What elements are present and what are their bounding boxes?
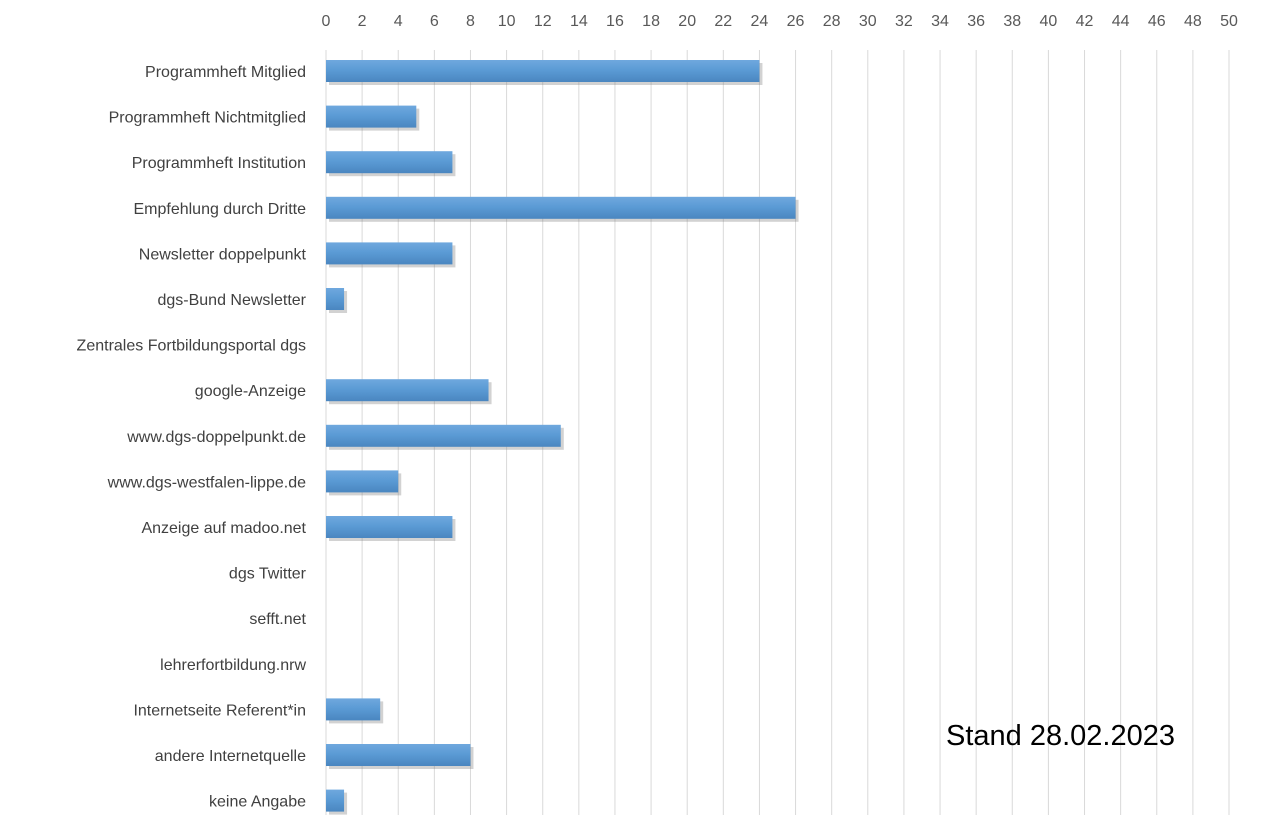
category-label: Empfehlung durch Dritte: [133, 201, 306, 218]
category-labels: Programmheft Mitglied Programmheft Nichtm…: [77, 64, 307, 811]
x-tick-label: 46: [1148, 13, 1166, 30]
bars: [326, 60, 799, 815]
x-tick-label: 14: [570, 13, 588, 30]
stand-date-annotation: Stand 28.02.2023: [946, 720, 1175, 752]
category-label: Programmheft Nichtmitglied: [109, 110, 306, 127]
x-tick-label: 16: [606, 13, 624, 30]
x-tick-label: 32: [895, 13, 913, 30]
category-label: lehrerfortbildung.nrw: [160, 657, 306, 674]
bar: [326, 60, 760, 82]
x-tick-label: 48: [1184, 13, 1202, 30]
category-label: andere Internetquelle: [155, 748, 306, 765]
bar: [326, 744, 471, 766]
x-tick-label: 42: [1076, 13, 1094, 30]
x-tick-label: 18: [642, 13, 660, 30]
category-label: www.dgs-westfalen-lippe.de: [107, 474, 306, 491]
category-label: Zentrales Fortbildungsportal dgs: [77, 338, 306, 355]
gridlines: [325, 50, 1230, 815]
x-tick-label: 34: [931, 13, 949, 30]
x-tick-label: 28: [823, 13, 841, 30]
category-label: Anzeige auf madoo.net: [141, 520, 306, 537]
bar: [326, 242, 453, 265]
x-axis-ticks: 0 2 4 6 8 10 12 14 16 18 20 22 24 26 28 30 32 34 36 38 40 42 4…: [322, 13, 1238, 30]
x-tick-label: 8: [466, 13, 475, 30]
category-label: Programmheft Institution: [132, 155, 306, 172]
x-tick-label: 38: [1003, 13, 1021, 30]
category-label: Internetseite Referent*in: [133, 702, 306, 719]
category-label: Newsletter doppelpunkt: [139, 246, 307, 263]
x-tick-label: 50: [1220, 13, 1238, 30]
category-label: sefft.net: [249, 611, 306, 628]
bar: [326, 789, 345, 812]
x-tick-label: 22: [714, 13, 732, 30]
x-tick-label: 0: [322, 13, 331, 30]
x-tick-label: 12: [534, 13, 552, 30]
bar: [326, 288, 345, 310]
bar: [326, 379, 489, 402]
x-tick-label: 30: [859, 13, 877, 30]
bar: [326, 196, 796, 219]
x-tick-label: 2: [358, 13, 367, 30]
x-tick-label: 4: [394, 13, 403, 30]
x-tick-label: 24: [751, 13, 769, 30]
category-label: Programmheft Mitglied: [145, 64, 306, 81]
x-tick-label: 40: [1040, 13, 1058, 30]
category-label: www.dgs-doppelpunkt.de: [126, 429, 306, 446]
x-tick-label: 26: [787, 13, 805, 30]
bar: [326, 698, 381, 721]
bar: [326, 105, 417, 128]
category-label: google-Anzeige: [195, 383, 306, 400]
category-label: keine Angabe: [209, 794, 306, 811]
bar: [326, 470, 399, 493]
bar: [326, 516, 453, 538]
x-tick-label: 6: [430, 13, 439, 30]
bar: [326, 424, 561, 447]
category-label: dgs-Bund Newsletter: [157, 292, 306, 309]
x-tick-label: 44: [1112, 13, 1130, 30]
category-label: dgs Twitter: [229, 566, 307, 583]
bar: [326, 151, 453, 174]
x-tick-label: 20: [678, 13, 696, 30]
x-tick-label: 36: [967, 13, 985, 30]
x-tick-label: 10: [498, 13, 516, 30]
